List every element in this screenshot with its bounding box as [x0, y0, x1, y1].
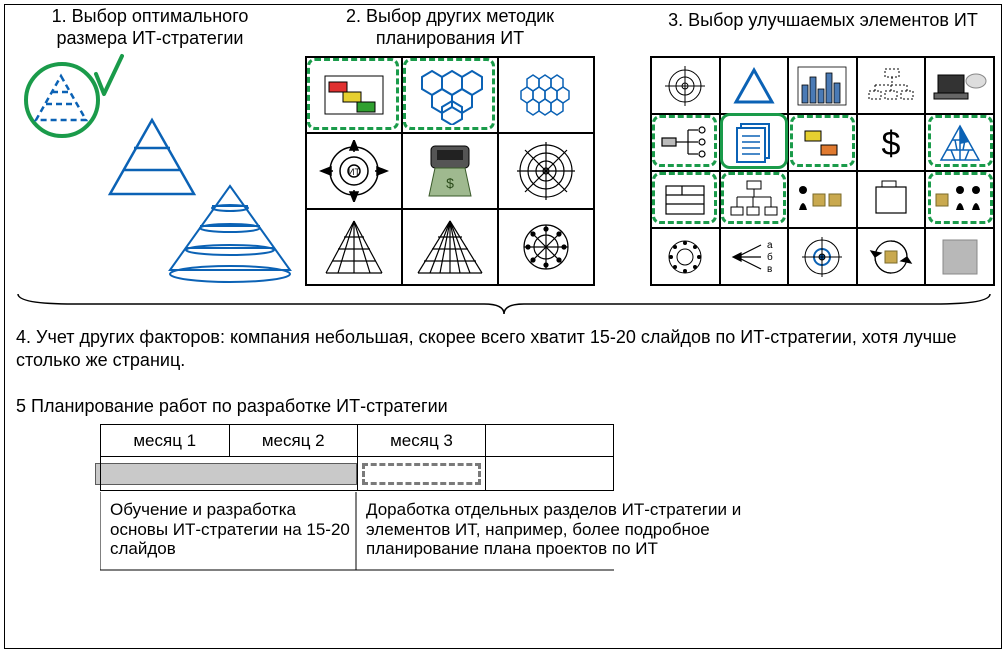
graysq-icon	[937, 236, 983, 278]
crosshair-detail-icon	[511, 140, 581, 202]
section3-title: 3. Выбор улучшаемых элементов ИТ	[648, 10, 998, 32]
cell-grid-fan-left	[306, 209, 402, 285]
boxes-icon	[319, 70, 389, 120]
crossblue-icon	[799, 235, 845, 279]
cell-dollar: $	[857, 114, 926, 171]
curly-brace	[14, 292, 994, 318]
cell-pyramid-small	[925, 114, 994, 171]
fan-mid-icon	[414, 217, 486, 277]
cell-gray-square	[925, 228, 994, 285]
cell-gear-dots	[651, 228, 720, 285]
cell-hex-cloud	[498, 57, 594, 133]
hdr-m3: месяц 3	[358, 425, 486, 457]
triangle-icon	[732, 66, 776, 106]
hdr-m1: месяц 1	[101, 425, 230, 457]
cell-triangle-blue	[720, 57, 789, 114]
rows-icon	[662, 180, 708, 220]
gear-star-icon	[513, 217, 579, 277]
cell-people-cubes	[788, 171, 857, 228]
cell-crosshair-detailed	[498, 133, 594, 209]
gantt-row	[101, 457, 614, 491]
plan-table: месяц 1 месяц 2 месяц 3	[100, 424, 614, 491]
cell-bar-chart	[788, 57, 857, 114]
doc-icon	[731, 120, 777, 166]
cell-target-simple	[651, 57, 720, 114]
cubebox-icon	[868, 179, 914, 221]
cell-laptop-cloud	[925, 57, 994, 114]
orgdash-icon	[865, 65, 917, 107]
cell-grid-fan-mid	[402, 209, 498, 285]
cell-crosshair-blue	[788, 228, 857, 285]
plan-header-row: месяц 1 месяц 2 месяц 3	[101, 425, 614, 457]
cyclecube-icon	[867, 235, 915, 279]
cell-branch-left	[651, 114, 720, 171]
cubepeople-icon	[932, 180, 988, 220]
gantt-empty	[486, 457, 614, 491]
section3-grid: $ абв	[650, 56, 995, 286]
arrowabc-icon: абв	[729, 235, 779, 279]
cell-cycle-cube	[857, 228, 926, 285]
target-icon	[662, 64, 708, 108]
honeycomb-icon	[412, 65, 488, 125]
fan-left-icon	[318, 217, 390, 277]
para4-text: 4. Учет других факторов: компания неболь…	[16, 326, 986, 371]
money-icon: $	[417, 140, 483, 202]
cell-target-it: ИТ	[306, 133, 402, 209]
svg-text:а: а	[767, 240, 773, 251]
dollar-icon: $	[871, 121, 911, 165]
cell-money-printer: $	[402, 133, 498, 209]
target-it-icon: ИТ	[319, 140, 389, 202]
svg-text:в: в	[767, 264, 772, 275]
gantt-bar-dashed	[362, 463, 481, 485]
cell-boxes-colored	[306, 57, 402, 133]
cell-gear-star	[498, 209, 594, 285]
cell-arrow-abc: абв	[720, 228, 789, 285]
barchart-icon	[796, 65, 848, 107]
cell-tree-chart	[720, 171, 789, 228]
twobox-icon	[799, 123, 845, 163]
caption-border-right	[100, 492, 900, 572]
pyramid-small-dashed	[32, 72, 90, 124]
svg-text:$: $	[882, 125, 901, 163]
cell-stacked-rows	[651, 171, 720, 228]
branch-icon	[660, 122, 710, 164]
tree-icon	[729, 179, 779, 221]
pyr-small-icon	[937, 122, 983, 164]
svg-text:ИТ: ИТ	[348, 167, 360, 177]
cell-cube-people	[925, 171, 994, 228]
hexcloud-icon	[511, 67, 581, 123]
cell-org-chart-dashed	[857, 57, 926, 114]
gantt-bar-solid	[95, 463, 357, 485]
peoplecube-icon	[795, 180, 849, 220]
cell-honeycomb	[402, 57, 498, 133]
geardots-icon	[662, 235, 708, 279]
svg-text:$: $	[446, 175, 454, 191]
svg-text:б: б	[767, 251, 773, 263]
cell-two-boxes	[788, 114, 857, 171]
cell-doc-stack	[720, 114, 789, 171]
laptop-icon	[932, 65, 988, 107]
pyramid-large	[166, 182, 294, 288]
section1-title: 1. Выбор оптимального размера ИТ-стратег…	[20, 6, 280, 49]
hdr-m2: месяц 2	[229, 425, 358, 457]
para5-title: 5 Планирование работ по разработке ИТ-ст…	[16, 395, 986, 418]
cell-cube-box	[857, 171, 926, 228]
hdr-m4	[486, 425, 614, 457]
section2-grid: ИТ $	[305, 56, 595, 286]
section2-title: 2. Выбор других методик планирования ИТ	[310, 6, 590, 49]
